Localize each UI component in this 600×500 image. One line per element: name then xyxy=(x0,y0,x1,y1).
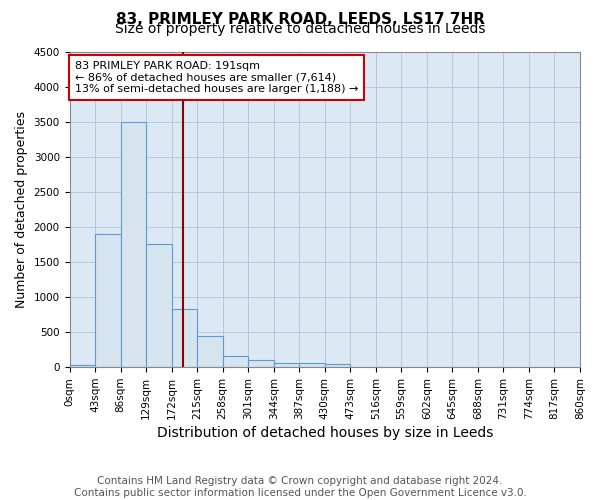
Bar xyxy=(121,122,146,367)
Bar xyxy=(223,356,248,367)
Text: 83, PRIMLEY PARK ROAD, LEEDS, LS17 7HR: 83, PRIMLEY PARK ROAD, LEEDS, LS17 7HR xyxy=(115,12,485,28)
Bar xyxy=(248,360,274,367)
Bar xyxy=(70,365,95,367)
Text: Size of property relative to detached houses in Leeds: Size of property relative to detached ho… xyxy=(115,22,485,36)
Bar xyxy=(172,309,197,367)
Text: Contains HM Land Registry data © Crown copyright and database right 2024.
Contai: Contains HM Land Registry data © Crown c… xyxy=(74,476,526,498)
Bar xyxy=(325,364,350,367)
Text: 83 PRIMLEY PARK ROAD: 191sqm
← 86% of detached houses are smaller (7,614)
13% of: 83 PRIMLEY PARK ROAD: 191sqm ← 86% of de… xyxy=(74,61,358,94)
Bar xyxy=(95,234,121,367)
Bar xyxy=(197,336,223,367)
Bar xyxy=(274,362,299,367)
Bar xyxy=(146,244,172,367)
Y-axis label: Number of detached properties: Number of detached properties xyxy=(15,111,28,308)
X-axis label: Distribution of detached houses by size in Leeds: Distribution of detached houses by size … xyxy=(157,426,493,440)
Bar xyxy=(299,362,325,367)
